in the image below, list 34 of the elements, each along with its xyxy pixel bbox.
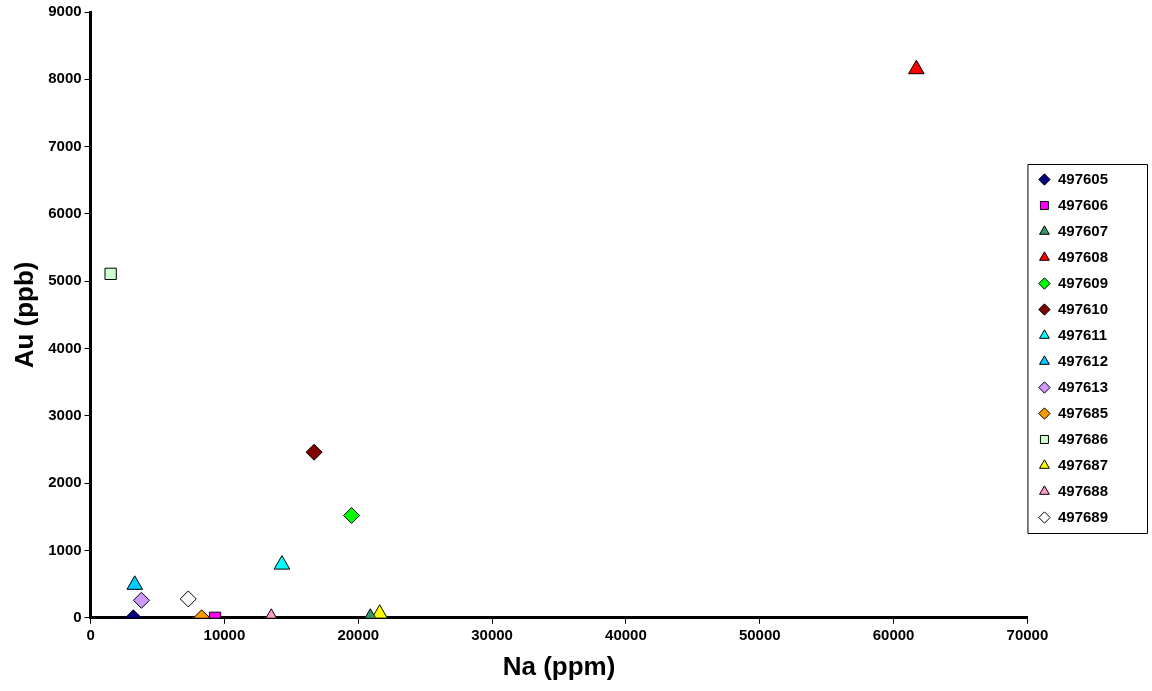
y-tick-label: 1000 — [48, 540, 82, 558]
y-tick-label: 2000 — [48, 473, 82, 491]
x-tick-label: 10000 — [203, 625, 246, 643]
y-tick-label: 4000 — [48, 338, 82, 356]
y-tick-label: 9000 — [48, 2, 82, 20]
y-tick-label: 7000 — [48, 136, 82, 154]
legend-label: 497689 — [1057, 507, 1109, 525]
legend-label: 497608 — [1057, 247, 1109, 265]
y-tick-label: 6000 — [48, 204, 82, 222]
legend-label: 497610 — [1057, 299, 1109, 317]
legend-label: 497607 — [1057, 221, 1109, 239]
legend-label: 497613 — [1057, 377, 1109, 395]
legend-label: 497609 — [1057, 273, 1109, 291]
y-tick-label: 0 — [73, 607, 82, 625]
legend-label: 497612 — [1057, 351, 1109, 369]
legend-label: 497611 — [1057, 325, 1108, 343]
legend-label: 497687 — [1057, 455, 1109, 473]
y-axis-title: Au (ppb) — [8, 261, 39, 369]
x-tick-label: 0 — [86, 625, 95, 643]
y-tick-label: 5000 — [48, 271, 82, 289]
y-tick-label: 3000 — [48, 406, 82, 424]
x-tick-label: 40000 — [605, 625, 647, 643]
x-axis-title: Na (ppm) — [502, 650, 616, 681]
legend-label: 497688 — [1057, 481, 1109, 499]
x-tick-label: 60000 — [872, 625, 915, 643]
x-tick-label: 50000 — [738, 625, 781, 643]
legend-label: 497606 — [1057, 195, 1109, 213]
x-tick-label: 70000 — [1006, 625, 1049, 643]
legend-label: 497685 — [1057, 403, 1109, 421]
legend-label: 497686 — [1057, 429, 1109, 447]
legend-label: 497605 — [1057, 169, 1109, 187]
y-tick-label: 8000 — [48, 69, 82, 87]
x-tick-label: 20000 — [337, 625, 380, 643]
x-tick-label: 30000 — [471, 625, 513, 643]
